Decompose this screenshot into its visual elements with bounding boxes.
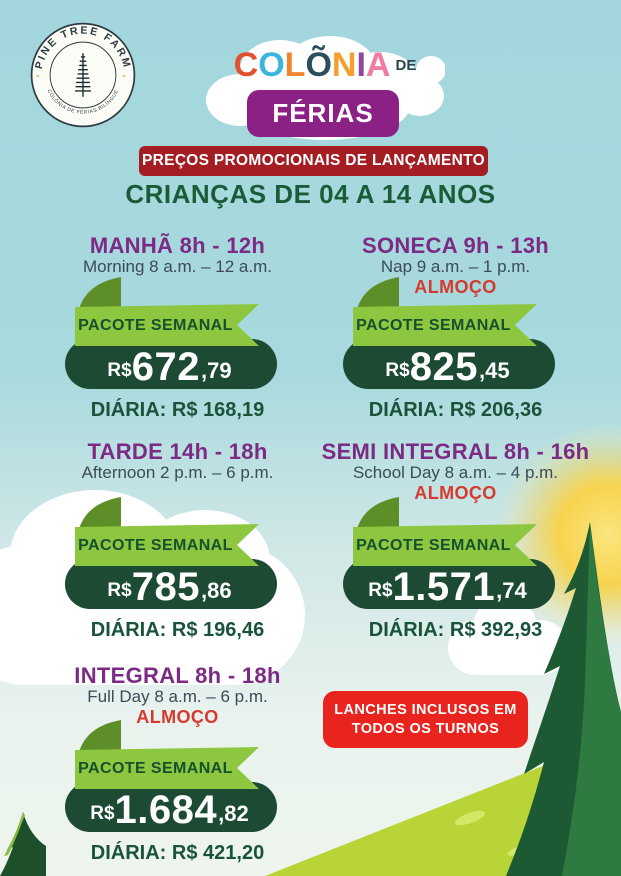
weekly-package-label: PACOTE SEMANAL	[78, 760, 233, 777]
card-title: SONECA 9h - 13h	[361, 233, 550, 258]
price-badge: PACOTE SEMANAL R$ 672 ,79	[63, 265, 293, 395]
daily-price: DIÁRIA: R$ 392,93	[368, 619, 543, 641]
currency: R$	[368, 580, 393, 601]
currency: R$	[107, 580, 132, 601]
daily-price: DIÁRIA: R$ 206,36	[368, 399, 543, 421]
lunch-note: ALMOÇO	[414, 483, 497, 503]
svg-text:=: =	[36, 73, 40, 80]
ribbon-shape	[64, 497, 277, 609]
snack-line-2: TODOS OS TURNOS	[351, 721, 500, 737]
price-integer: 785	[131, 565, 200, 609]
title-letter-o-tilde: Õ	[305, 46, 332, 84]
snacks-included-box: LANCHES INCLUSOS EM TODOS OS TURNOS	[323, 691, 528, 748]
price-badge: PACOTE SEMANAL R$ 1.684 ,82	[63, 708, 293, 838]
price-decimal: ,79	[200, 358, 232, 383]
currency: R$	[385, 360, 410, 381]
title-de: DE	[395, 56, 417, 74]
weekly-package-label: PACOTE SEMANAL	[356, 537, 511, 554]
price-decimal: ,74	[496, 578, 527, 603]
price-badge: PACOTE SEMANAL R$ 1.571 ,74	[341, 485, 571, 615]
title-letter-a: A	[365, 46, 391, 84]
title-letter-n: N	[331, 46, 357, 84]
card-tarde: TARDE 14h - 18h Afternoon 2 p.m. – 6 p.m…	[30, 440, 325, 642]
weekly-package-label: PACOTE SEMANAL	[78, 537, 233, 554]
price-badge: PACOTE SEMANAL R$ 825 ,45	[341, 265, 571, 395]
card-soneca: SONECA 9h - 13h Nap 9 a.m. – 1 p.m. ALMO…	[308, 234, 603, 422]
age-heading: CRIANÇAS DE 04 A 14 ANOS	[125, 179, 496, 209]
price-integer: 1.684	[114, 788, 218, 832]
title-cloud: C O L Õ N I A DE FÉRIAS	[205, 28, 445, 154]
snack-line-1: LANCHES INCLUSOS EM	[334, 702, 517, 718]
price-badge: PACOTE SEMANAL R$ 785 ,86	[63, 485, 293, 615]
card-subtitle: Full Day 8 a.m. – 6 p.m.	[87, 687, 268, 706]
pine-tree-icon	[74, 53, 92, 97]
weekly-price: R$ 785 ,86	[63, 559, 277, 609]
price-decimal: ,45	[478, 358, 510, 383]
card-manha: MANHÃ 8h - 12h Morning 8 a.m. – 12 a.m. …	[30, 234, 325, 422]
daily-price: DIÁRIA: R$ 168,19	[90, 399, 265, 421]
pine-tree-illustration	[506, 522, 621, 876]
daily-price: DIÁRIA: R$ 421,20	[90, 842, 265, 864]
weekly-package-label: PACOTE SEMANAL	[78, 317, 233, 334]
ribbon-shape	[342, 277, 555, 389]
title-colonia: C O L Õ N I A DE	[205, 48, 445, 82]
card-title: MANHÃ 8h - 12h	[89, 233, 266, 258]
weekly-package-label: PACOTE SEMANAL	[356, 317, 511, 334]
title-letter-i: I	[356, 46, 366, 84]
currency: R$	[90, 803, 115, 824]
price-integer: 825	[409, 345, 478, 389]
card-title: TARDE 14h - 18h	[87, 439, 268, 464]
title-letter-o: O	[258, 46, 285, 84]
ribbon-shape	[64, 277, 277, 389]
price-integer: 1.571	[392, 565, 496, 609]
weekly-price: R$ 825 ,45	[341, 339, 555, 389]
price-decimal: ,86	[200, 578, 232, 603]
promo-banner: PREÇOS PROMOCIONAIS DE LANÇAMENTO	[139, 146, 488, 176]
ribbon-shape	[64, 720, 277, 832]
title-letter-l: L	[284, 46, 306, 84]
weekly-price: R$ 1.571 ,74	[341, 559, 555, 609]
card-semi-integral: SEMI INTEGRAL 8h - 16h School Day 8 a.m.…	[308, 440, 603, 642]
card-subtitle: Afternoon 2 p.m. – 6 p.m.	[81, 463, 274, 482]
card-integral: INTEGRAL 8h - 18h Full Day 8 a.m. – 6 p.…	[30, 664, 325, 865]
currency: R$	[107, 360, 132, 381]
card-subtitle: School Day 8 a.m. – 4 p.m.	[352, 463, 559, 482]
daily-price: DIÁRIA: R$ 196,46	[90, 619, 265, 641]
lunch-note: ALMOÇO	[136, 707, 219, 727]
lunch-note: ALMOÇO	[414, 277, 497, 297]
ferias-badge: FÉRIAS	[247, 90, 399, 137]
weekly-price: R$ 1.684 ,82	[63, 782, 277, 832]
ribbon-shape	[342, 497, 555, 609]
card-subtitle: Nap 9 a.m. – 1 p.m.	[380, 257, 531, 276]
card-title: SEMI INTEGRAL 8h - 16h	[321, 439, 590, 464]
svg-text:=: =	[122, 73, 126, 80]
price-integer: 672	[131, 345, 200, 389]
weekly-price: R$ 672 ,79	[63, 339, 277, 389]
card-title: INTEGRAL 8h - 18h	[74, 663, 281, 688]
pine-tree-illustration	[0, 812, 46, 876]
card-subtitle: Morning 8 a.m. – 12 a.m.	[83, 257, 272, 276]
pine-tree-farm-logo: PINE TREE FARM COLÔNIA DE FÉRIAS BILÍNGU…	[30, 22, 136, 128]
title-letter-c: C	[233, 46, 259, 84]
price-decimal: ,82	[218, 801, 249, 826]
